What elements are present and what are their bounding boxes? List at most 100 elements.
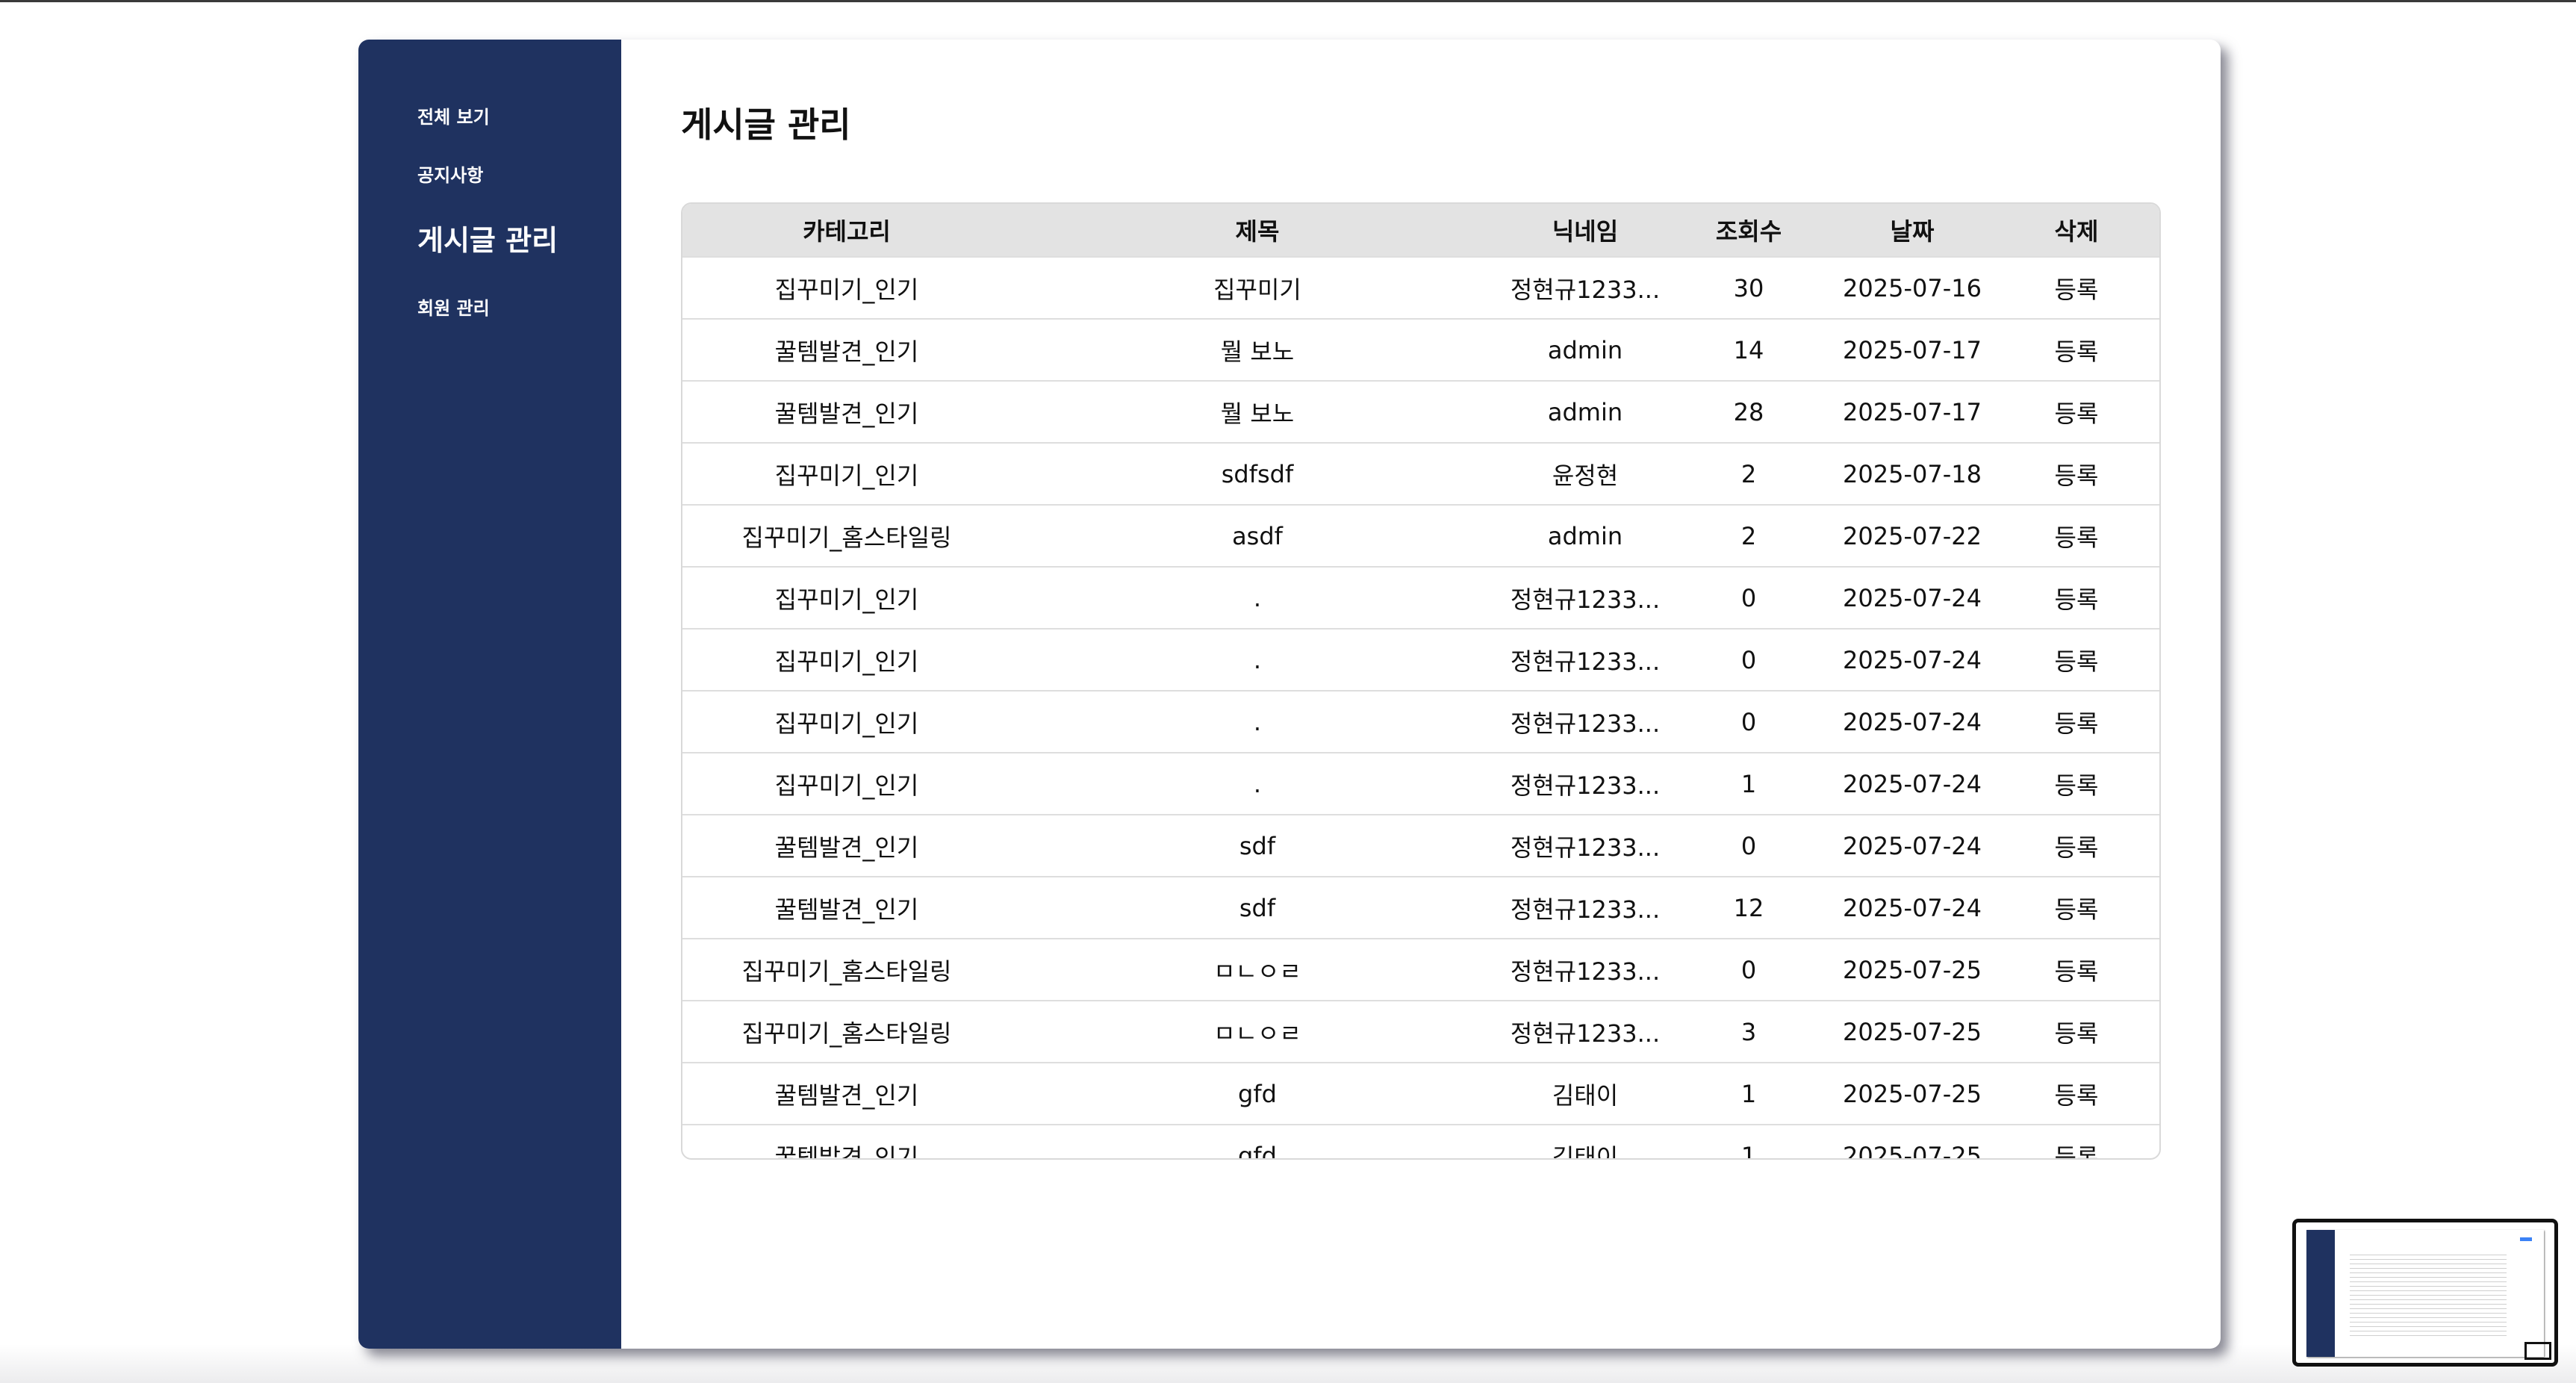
cell-category: 꿀템발견_인기 <box>682 1062 1011 1125</box>
cell-views: 1 <box>1667 1124 1831 1158</box>
table-row[interactable]: 집꾸미기_홈스타일링 ㅁㄴㅇㄹ 정현규1233... 0 2025-07-25 등록 <box>682 938 2159 1001</box>
table-row[interactable]: 꿀템발견_인기 sdf 정현규1233... 12 2025-07-24 등록 <box>682 876 2159 939</box>
cell-date: 2025-07-25 <box>1831 1124 1994 1158</box>
cell-category: 꿀템발견_인기 <box>682 876 1011 939</box>
cell-views: 1 <box>1667 752 1831 815</box>
table-row[interactable]: 꿀템발견_인기 sdf 정현규1233... 0 2025-07-24 등록 <box>682 814 2159 877</box>
posts-table-container[interactable]: 카테고리 제목 닉네임 조회수 날짜 삭제 집꾸미기_인기 집꾸미기 정현규1233… <box>681 202 2161 1160</box>
cell-title: ㅁㄴㅇㄹ <box>1011 938 1504 1001</box>
cell-delete[interactable]: 등록 <box>1994 504 2159 567</box>
cell-delete[interactable]: 등록 <box>1994 442 2159 505</box>
cell-title: sdf <box>1011 876 1504 939</box>
cell-nickname: admin <box>1504 380 1667 443</box>
cell-date: 2025-07-25 <box>1831 1062 1994 1125</box>
table-body: 집꾸미기_인기 집꾸미기 정현규1233... 30 2025-07-16 등록 꿀템발견_… <box>682 256 2159 1158</box>
sidebar-item-members[interactable]: 회원 관리 <box>417 298 490 319</box>
cell-nickname: 정현규1233... <box>1504 566 1667 629</box>
cell-title: sdf <box>1011 814 1504 877</box>
cell-delete[interactable]: 등록 <box>1994 1124 2159 1158</box>
cell-title: sdfsdf <box>1011 442 1504 505</box>
cell-category: 꿀템발견_인기 <box>682 318 1011 381</box>
cell-views: 14 <box>1667 318 1831 381</box>
window-top-border <box>0 0 2576 2</box>
cell-date: 2025-07-17 <box>1831 380 1994 443</box>
cell-date: 2025-07-22 <box>1831 504 1994 567</box>
table-row[interactable]: 꿀템발견_인기 뭘 보노 admin 28 2025-07-17 등록 <box>682 380 2159 443</box>
cell-views: 30 <box>1667 256 1831 319</box>
cell-date: 2025-07-18 <box>1831 442 1994 505</box>
cell-views: 2 <box>1667 504 1831 567</box>
cell-date: 2025-07-25 <box>1831 1000 1994 1063</box>
column-header-nickname: 닉네임 <box>1504 204 1667 257</box>
cell-delete[interactable]: 등록 <box>1994 1062 2159 1125</box>
cell-views: 0 <box>1667 628 1831 691</box>
cell-delete[interactable]: 등록 <box>1994 380 2159 443</box>
cell-views: 0 <box>1667 938 1831 1001</box>
table-row[interactable]: 집꾸미기_인기. 정현규1233... 0 2025-07-24 등록 <box>682 628 2159 691</box>
cell-date: 2025-07-16 <box>1831 256 1994 319</box>
column-header-category: 카테고리 <box>682 204 1011 257</box>
cell-delete[interactable]: 등록 <box>1994 1000 2159 1063</box>
cell-date: 2025-07-24 <box>1831 690 1994 753</box>
table-row[interactable]: 집꾸미기_홈스타일링 ㅁㄴㅇㄹ 정현규1233... 3 2025-07-25 등록 <box>682 1000 2159 1063</box>
table-row[interactable]: 집꾸미기_인기. 정현규1233... 0 2025-07-24 등록 <box>682 690 2159 753</box>
cell-title: . <box>1011 628 1504 691</box>
cell-nickname: 정현규1233... <box>1504 876 1667 939</box>
cell-delete[interactable]: 등록 <box>1994 752 2159 815</box>
sidebar-item-all[interactable]: 전체 보기 <box>417 107 490 128</box>
cell-title: gfd <box>1011 1124 1504 1158</box>
cell-title: gfd <box>1011 1062 1504 1125</box>
table-row[interactable]: 꿀템발견_인기 gfd 김태이 1 2025-07-25 등록 <box>682 1124 2159 1158</box>
table-row[interactable]: 집꾸미기_인기 sdfsdf 윤정현 2 2025-07-18 등록 <box>682 442 2159 505</box>
column-header-title: 제목 <box>1011 204 1504 257</box>
cell-title: 뭘 보노 <box>1011 380 1504 443</box>
table-row[interactable]: 집꾸미기_인기 집꾸미기 정현규1233... 30 2025-07-16 등록 <box>682 256 2159 319</box>
cell-nickname: admin <box>1504 504 1667 567</box>
cell-views: 28 <box>1667 380 1831 443</box>
sidebar-item-posts[interactable]: 게시글 관리 <box>417 224 559 257</box>
cell-date: 2025-07-25 <box>1831 938 1994 1001</box>
cell-nickname: 정현규1233... <box>1504 1000 1667 1063</box>
cell-delete[interactable]: 등록 <box>1994 256 2159 319</box>
minimap-sidebar <box>2306 1230 2335 1357</box>
cell-category: 집꾸미기_홈스타일링 <box>682 1000 1011 1063</box>
table-row[interactable]: 집꾸미기_인기. 정현규1233... 0 2025-07-24 등록 <box>682 566 2159 629</box>
cell-nickname: 정현규1233... <box>1504 690 1667 753</box>
cell-nickname: 김태이 <box>1504 1062 1667 1125</box>
table-row[interactable]: 꿀템발견_인기 gfd 김태이 1 2025-07-25 등록 <box>682 1062 2159 1125</box>
sidebar-item-notices[interactable]: 공지사항 <box>417 165 484 186</box>
cell-delete[interactable]: 등록 <box>1994 938 2159 1001</box>
posts-table: 카테고리 제목 닉네임 조회수 날짜 삭제 집꾸미기_인기 집꾸미기 정현규1233… <box>682 204 2159 1158</box>
cell-views: 0 <box>1667 690 1831 753</box>
cell-delete[interactable]: 등록 <box>1994 814 2159 877</box>
cell-title: . <box>1011 752 1504 815</box>
cell-delete[interactable]: 등록 <box>1994 628 2159 691</box>
cell-delete[interactable]: 등록 <box>1994 690 2159 753</box>
sidebar: 전체 보기 공지사항 게시글 관리 회원 관리 <box>358 40 621 1349</box>
cell-delete[interactable]: 등록 <box>1994 876 2159 939</box>
cell-nickname: admin <box>1504 318 1667 381</box>
bottom-shadow <box>0 1344 2576 1383</box>
cell-category: 꿀템발견_인기 <box>682 814 1011 877</box>
cell-nickname: 김태이 <box>1504 1124 1667 1158</box>
cell-date: 2025-07-17 <box>1831 318 1994 381</box>
cell-category: 꿀템발견_인기 <box>682 380 1011 443</box>
cell-views: 2 <box>1667 442 1831 505</box>
cell-views: 12 <box>1667 876 1831 939</box>
minimap[interactable] <box>2292 1219 2558 1367</box>
cell-views: 0 <box>1667 566 1831 629</box>
minimap-viewport-handle[interactable] <box>2524 1342 2551 1360</box>
cell-views: 0 <box>1667 814 1831 877</box>
table-row[interactable]: 집꾸미기_인기. 정현규1233... 1 2025-07-24 등록 <box>682 752 2159 815</box>
cell-nickname: 정현규1233... <box>1504 752 1667 815</box>
cell-delete[interactable]: 등록 <box>1994 566 2159 629</box>
table-row[interactable]: 집꾸미기_홈스타일링 asdf admin 2 2025-07-22 등록 <box>682 504 2159 567</box>
cell-category: 집꾸미기_인기 <box>682 690 1011 753</box>
cell-nickname: 정현규1233... <box>1504 628 1667 691</box>
cell-date: 2025-07-24 <box>1831 566 1994 629</box>
table-row[interactable]: 꿀템발견_인기 뭘 보노 admin 14 2025-07-17 등록 <box>682 318 2159 381</box>
column-header-delete: 삭제 <box>1994 204 2159 257</box>
cell-delete[interactable]: 등록 <box>1994 318 2159 381</box>
admin-window: 전체 보기 공지사항 게시글 관리 회원 관리 게시글 관리 카테고리 <box>358 40 2221 1349</box>
minimap-table <box>2350 1251 2507 1339</box>
